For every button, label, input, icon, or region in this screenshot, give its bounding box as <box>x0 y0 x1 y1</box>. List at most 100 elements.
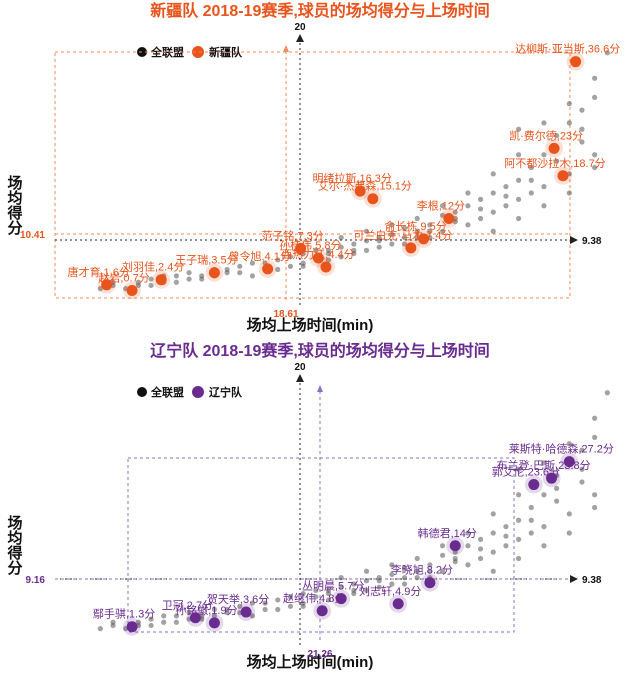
league-player-point <box>338 584 344 590</box>
league-player-point <box>401 565 408 571</box>
league-points-value: 9.38 <box>582 575 602 586</box>
league-player-point <box>516 196 522 202</box>
legend-league-label: 全联盟 <box>150 45 184 59</box>
league-player-point <box>173 613 179 619</box>
league-player-point <box>313 247 319 253</box>
league-player-point <box>566 441 572 447</box>
team-minutes-value: 18.61 <box>273 309 298 320</box>
league-player-point <box>554 158 560 164</box>
league-player-point <box>414 555 420 562</box>
league-player-point <box>148 282 154 289</box>
league-player-point <box>490 549 496 555</box>
league-player-point <box>566 530 572 536</box>
team-reference-box <box>127 457 515 633</box>
team-player-label: 明绪拉斯,16.3分 <box>312 171 391 185</box>
league-player-point <box>148 616 154 622</box>
league-player-point <box>363 228 370 234</box>
league-points-arrow <box>570 236 578 244</box>
league-player-point <box>338 244 344 250</box>
league-player-point <box>401 225 408 231</box>
league-player-point <box>376 578 382 584</box>
league-player-point <box>592 415 598 421</box>
league-player-point <box>516 517 522 523</box>
league-player-point <box>490 511 496 517</box>
team-player-point <box>443 213 455 224</box>
league-player-point <box>528 517 534 523</box>
league-player-point <box>541 460 547 466</box>
league-player-point <box>287 603 294 609</box>
league-player-point <box>503 524 509 530</box>
team-player-label: 俞长栋,9.5分 <box>384 219 446 233</box>
team-player-label: 孙铭徽,1.9分 <box>175 603 237 617</box>
league-player-point <box>173 619 179 625</box>
league-player-point <box>554 485 560 491</box>
league-player-point <box>389 571 395 578</box>
league-player-point <box>325 250 332 257</box>
team-minutes-arrow <box>317 385 323 392</box>
league-player-point <box>414 215 420 222</box>
league-player-point <box>465 562 471 568</box>
league-player-point <box>541 120 547 126</box>
league-player-point <box>363 587 370 593</box>
league-player-point <box>376 244 382 250</box>
league-player-point <box>465 190 471 196</box>
team-player-point <box>546 472 558 484</box>
league-player-point <box>414 228 420 234</box>
team-player-point <box>101 279 113 291</box>
league-player-point <box>427 222 433 228</box>
team-player-point <box>126 285 138 297</box>
league-player-point <box>401 575 408 581</box>
league-points-arrow <box>570 575 578 583</box>
league-player-point <box>287 254 294 260</box>
league-player-point <box>592 434 598 440</box>
league-player-point <box>414 568 420 574</box>
team-player-point <box>392 598 404 610</box>
league-player-point <box>376 238 382 244</box>
league-player-point <box>249 600 256 606</box>
team-player-label: 达柳斯·亚当斯,36.6分 <box>515 42 620 56</box>
league-player-point <box>592 504 598 511</box>
team-player-point <box>449 540 461 552</box>
team-player-point <box>316 605 328 617</box>
league-player-point <box>477 206 484 212</box>
league-player-point <box>592 164 598 171</box>
league-player-point <box>566 120 572 126</box>
league-player-point <box>376 584 382 590</box>
league-player-point <box>262 606 268 613</box>
league-player-point <box>516 177 522 183</box>
xinjiang-plot-area: 20 9.38 18.61 10.41 达柳斯·亚当斯,36.6分凯·费尔德,23分阿不… <box>20 22 620 320</box>
league-player-point <box>249 273 256 279</box>
league-player-point <box>338 254 344 260</box>
league-player-point <box>287 594 294 600</box>
team-points-value: 10.41 <box>20 230 45 241</box>
league-player-point <box>351 587 357 593</box>
league-player-point <box>516 555 522 562</box>
league-player-point <box>363 247 370 253</box>
league-player-point <box>516 215 522 222</box>
league-player-point <box>439 203 446 209</box>
team-player-label: 艾尔·杰弗森,15.1分 <box>318 179 412 193</box>
team-player-point <box>262 263 274 275</box>
team-player-label: 赵继伟,4.8分 <box>283 591 345 605</box>
league-player-point <box>237 263 243 269</box>
league-player-point <box>389 241 395 247</box>
team-player-label: 刘羽佳,2.4分 <box>122 260 184 274</box>
league-player-point <box>389 231 395 238</box>
league-player-point <box>237 270 243 276</box>
league-player-point <box>224 266 230 273</box>
league-player-point <box>528 177 534 183</box>
league-player-point <box>604 50 610 56</box>
league-player-point <box>566 190 572 196</box>
team-player-label: 唐才育,1.6分 <box>68 265 130 279</box>
league-player-point <box>97 286 103 292</box>
league-player-point <box>566 101 572 107</box>
league-player-point <box>477 215 484 222</box>
league-player-point <box>389 222 395 228</box>
league-player-point <box>161 613 167 619</box>
league-player-point <box>148 622 154 629</box>
league-player-point <box>465 222 471 228</box>
team-player-point <box>548 142 560 154</box>
league-player-point <box>541 184 547 190</box>
team-player-point <box>295 242 307 254</box>
